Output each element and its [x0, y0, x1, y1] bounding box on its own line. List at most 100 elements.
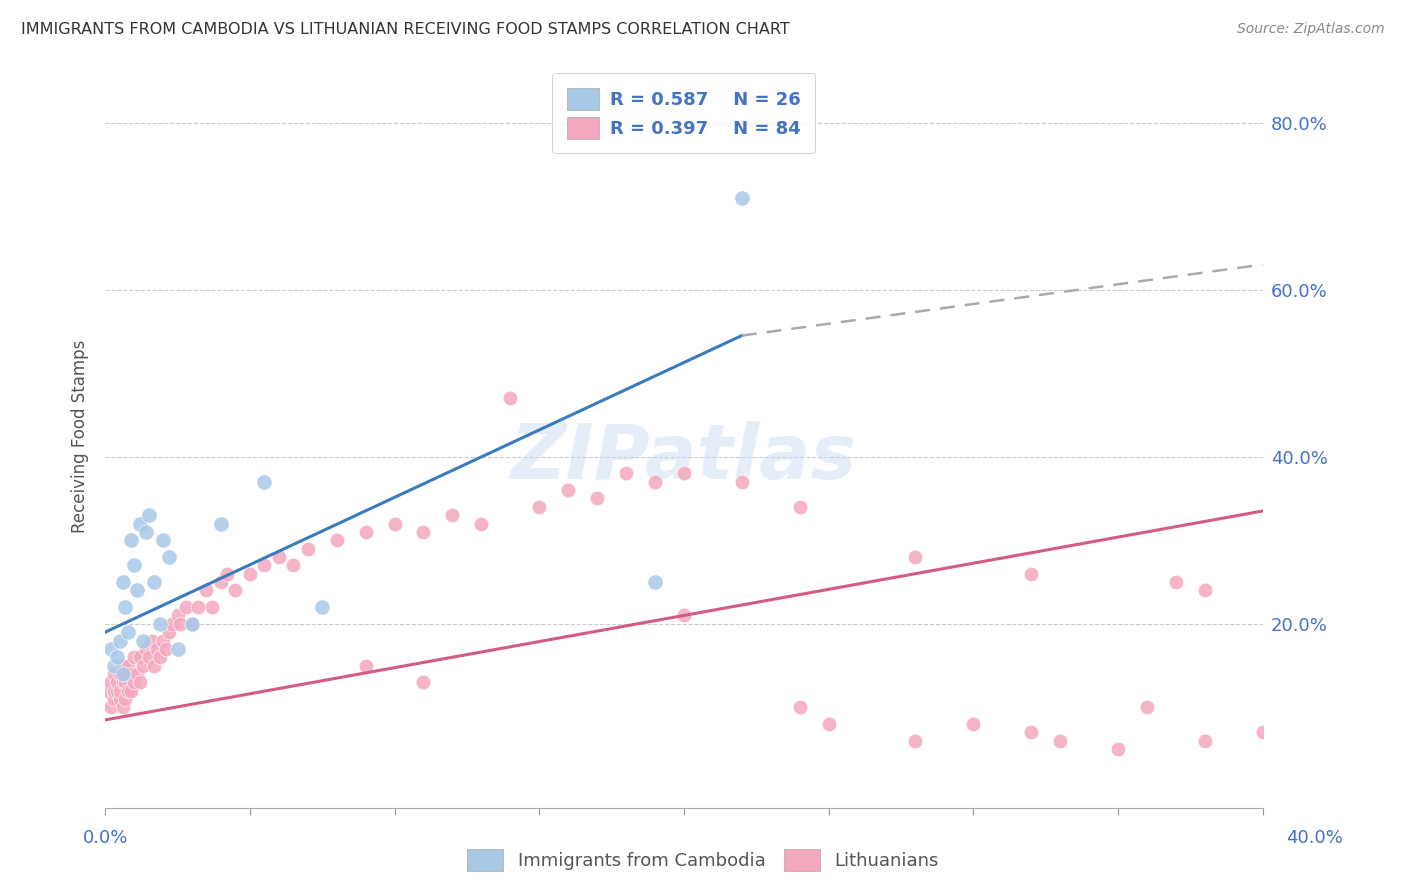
Point — [141, 633, 163, 648]
Point — [644, 475, 666, 489]
Point — [122, 650, 145, 665]
Point — [1251, 725, 1274, 739]
Point — [120, 683, 142, 698]
Point — [169, 616, 191, 631]
Text: Source: ZipAtlas.com: Source: ZipAtlas.com — [1237, 22, 1385, 37]
Point — [441, 508, 464, 523]
Point — [103, 667, 125, 681]
Point — [195, 583, 218, 598]
Point — [117, 625, 139, 640]
Point — [209, 575, 232, 590]
Point — [412, 524, 434, 539]
Point — [111, 575, 134, 590]
Point — [644, 575, 666, 590]
Point — [125, 667, 148, 681]
Point — [325, 533, 347, 548]
Point — [122, 675, 145, 690]
Point — [97, 683, 120, 698]
Point — [111, 667, 134, 681]
Point — [108, 633, 131, 648]
Point — [166, 608, 188, 623]
Point — [135, 524, 157, 539]
Point — [586, 491, 609, 506]
Point — [149, 650, 172, 665]
Point — [108, 683, 131, 698]
Point — [103, 692, 125, 706]
Point — [120, 667, 142, 681]
Point — [297, 541, 319, 556]
Point — [181, 616, 204, 631]
Point — [143, 658, 166, 673]
Point — [129, 650, 152, 665]
Point — [1136, 700, 1159, 714]
Point — [239, 566, 262, 581]
Point — [470, 516, 492, 531]
Point — [132, 658, 155, 673]
Point — [152, 633, 174, 648]
Point — [103, 658, 125, 673]
Point — [187, 600, 209, 615]
Point — [354, 524, 377, 539]
Point — [1194, 733, 1216, 747]
Point — [129, 675, 152, 690]
Point — [111, 658, 134, 673]
Point — [132, 633, 155, 648]
Point — [904, 733, 927, 747]
Point — [122, 558, 145, 573]
Point — [117, 683, 139, 698]
Point — [412, 675, 434, 690]
Point — [143, 575, 166, 590]
Point — [731, 191, 754, 205]
Legend: R = 0.587    N = 26, R = 0.397    N = 84: R = 0.587 N = 26, R = 0.397 N = 84 — [553, 73, 815, 153]
Point — [529, 500, 551, 514]
Point — [904, 549, 927, 564]
Point — [962, 717, 984, 731]
Point — [817, 717, 839, 731]
Point — [108, 667, 131, 681]
Point — [155, 641, 177, 656]
Point — [100, 641, 122, 656]
Text: 40.0%: 40.0% — [1286, 829, 1343, 847]
Point — [166, 641, 188, 656]
Point — [105, 675, 128, 690]
Point — [1194, 583, 1216, 598]
Point — [108, 692, 131, 706]
Y-axis label: Receiving Food Stamps: Receiving Food Stamps — [72, 339, 89, 533]
Point — [181, 616, 204, 631]
Point — [1049, 733, 1071, 747]
Point — [125, 583, 148, 598]
Point — [111, 675, 134, 690]
Point — [138, 650, 160, 665]
Point — [149, 616, 172, 631]
Point — [209, 516, 232, 531]
Point — [100, 700, 122, 714]
Point — [283, 558, 305, 573]
Point — [311, 600, 333, 615]
Text: IMMIGRANTS FROM CAMBODIA VS LITHUANIAN RECEIVING FOOD STAMPS CORRELATION CHART: IMMIGRANTS FROM CAMBODIA VS LITHUANIAN R… — [21, 22, 790, 37]
Point — [267, 549, 290, 564]
Text: ZIPatlas: ZIPatlas — [510, 421, 856, 495]
Point — [215, 566, 238, 581]
Point — [105, 650, 128, 665]
Point — [672, 467, 695, 481]
Point — [103, 683, 125, 698]
Point — [557, 483, 579, 497]
Point — [100, 675, 122, 690]
Point — [114, 692, 136, 706]
Point — [160, 616, 183, 631]
Point — [157, 549, 180, 564]
Point — [111, 700, 134, 714]
Point — [114, 675, 136, 690]
Point — [138, 508, 160, 523]
Point — [120, 533, 142, 548]
Point — [105, 683, 128, 698]
Point — [157, 625, 180, 640]
Point — [1019, 566, 1042, 581]
Point — [201, 600, 224, 615]
Point — [731, 475, 754, 489]
Point — [114, 600, 136, 615]
Point — [499, 391, 522, 405]
Point — [1019, 725, 1042, 739]
Point — [253, 558, 276, 573]
Point — [146, 641, 169, 656]
